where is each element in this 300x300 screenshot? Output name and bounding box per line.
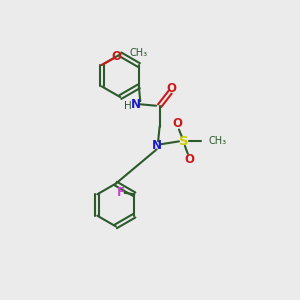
Text: CH₃: CH₃ xyxy=(130,48,148,58)
Text: O: O xyxy=(172,117,182,130)
Text: N: N xyxy=(131,98,141,111)
Text: CH₃: CH₃ xyxy=(209,136,227,146)
Text: O: O xyxy=(184,153,194,166)
Text: F: F xyxy=(116,186,124,199)
Text: H: H xyxy=(124,101,131,111)
Text: S: S xyxy=(178,135,188,148)
Text: O: O xyxy=(167,82,176,95)
Text: O: O xyxy=(112,50,122,63)
Text: N: N xyxy=(152,139,162,152)
